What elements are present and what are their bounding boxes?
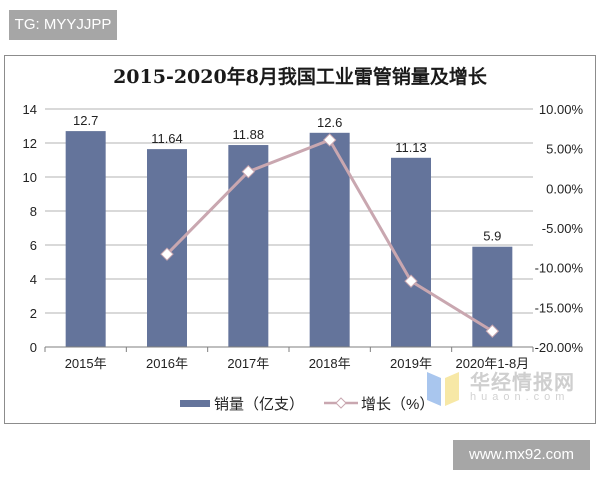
- left-axis-tick-label: 8: [30, 204, 37, 219]
- legend-label-sales: 销量（亿支）: [214, 395, 305, 413]
- diamond-marker-icon: [160, 247, 174, 261]
- bar-2017年: [228, 145, 269, 347]
- x-axis-category-label: 2020年1-8月: [455, 356, 529, 371]
- left-axis-tick-label: 4: [30, 272, 37, 287]
- left-axis-tick-label: 14: [23, 102, 37, 117]
- bar-2018年: [309, 132, 350, 347]
- watermark-logo-en: huaon.com: [470, 391, 570, 403]
- legend-label-growth: 增长（%）: [361, 395, 435, 413]
- right-axis-tick-label: -15.00%: [535, 300, 584, 315]
- watermark-tg: TG: MYYJJPP: [9, 10, 117, 40]
- x-axis-category-label: 2015年: [65, 356, 107, 371]
- left-axis-tick-label: 2: [30, 306, 37, 321]
- bar-data-label: 11.13: [395, 140, 427, 155]
- line-diamond-swatch-icon: [324, 397, 358, 409]
- x-axis-category-label: 2019年: [390, 356, 432, 371]
- left-axis-tick-label: 6: [30, 238, 37, 253]
- watermark-logo-cn: 华经情报网: [470, 372, 575, 394]
- bar-swatch-icon: [180, 399, 210, 407]
- left-axis-tick-label: 12: [23, 136, 37, 151]
- huaon-logo-icon: [427, 372, 459, 406]
- chart-title: 2015-2020年8月我国工业雷管销量及增长: [113, 66, 487, 88]
- legend-item-growth: 增长（%）: [324, 391, 434, 415]
- legend-item-sales: 销量（亿支）: [180, 391, 304, 415]
- right-axis-tick-label: 0.00%: [546, 181, 583, 196]
- x-axis-category-label: 2018年: [309, 356, 351, 371]
- right-axis-tick-label: -20.00%: [535, 340, 584, 355]
- diamond-marker-icon: [322, 133, 337, 147]
- diamond-marker-icon: [241, 164, 256, 179]
- bar-2019年: [391, 157, 431, 347]
- bar-data-label: 12.6: [317, 115, 342, 130]
- bar-data-label: 11.88: [233, 127, 265, 142]
- diamond-marker-icon: [485, 324, 500, 338]
- bar-data-label: 11.64: [151, 131, 183, 146]
- bar-data-label: 12.7: [73, 113, 98, 128]
- watermark-mx92: www.mx92.com: [453, 440, 590, 470]
- bar-2015年: [65, 131, 106, 347]
- left-axis-tick-label: 0: [30, 340, 37, 355]
- bar-data-label: 5.9: [483, 229, 501, 244]
- x-axis-category-label: 2016年: [146, 356, 188, 371]
- right-axis-tick-label: -5.00%: [542, 221, 584, 236]
- diamond-marker-icon: [404, 274, 418, 288]
- right-axis-tick-label: -10.00%: [535, 261, 584, 276]
- x-axis-category-label: 2017年: [227, 356, 269, 371]
- left-axis-tick-label: 10: [23, 170, 37, 185]
- chart-legend: 销量（亿支） 增长（%）: [0, 391, 600, 415]
- right-axis-tick-label: 5.00%: [546, 142, 583, 157]
- right-axis-tick-label: 10.00%: [539, 102, 584, 117]
